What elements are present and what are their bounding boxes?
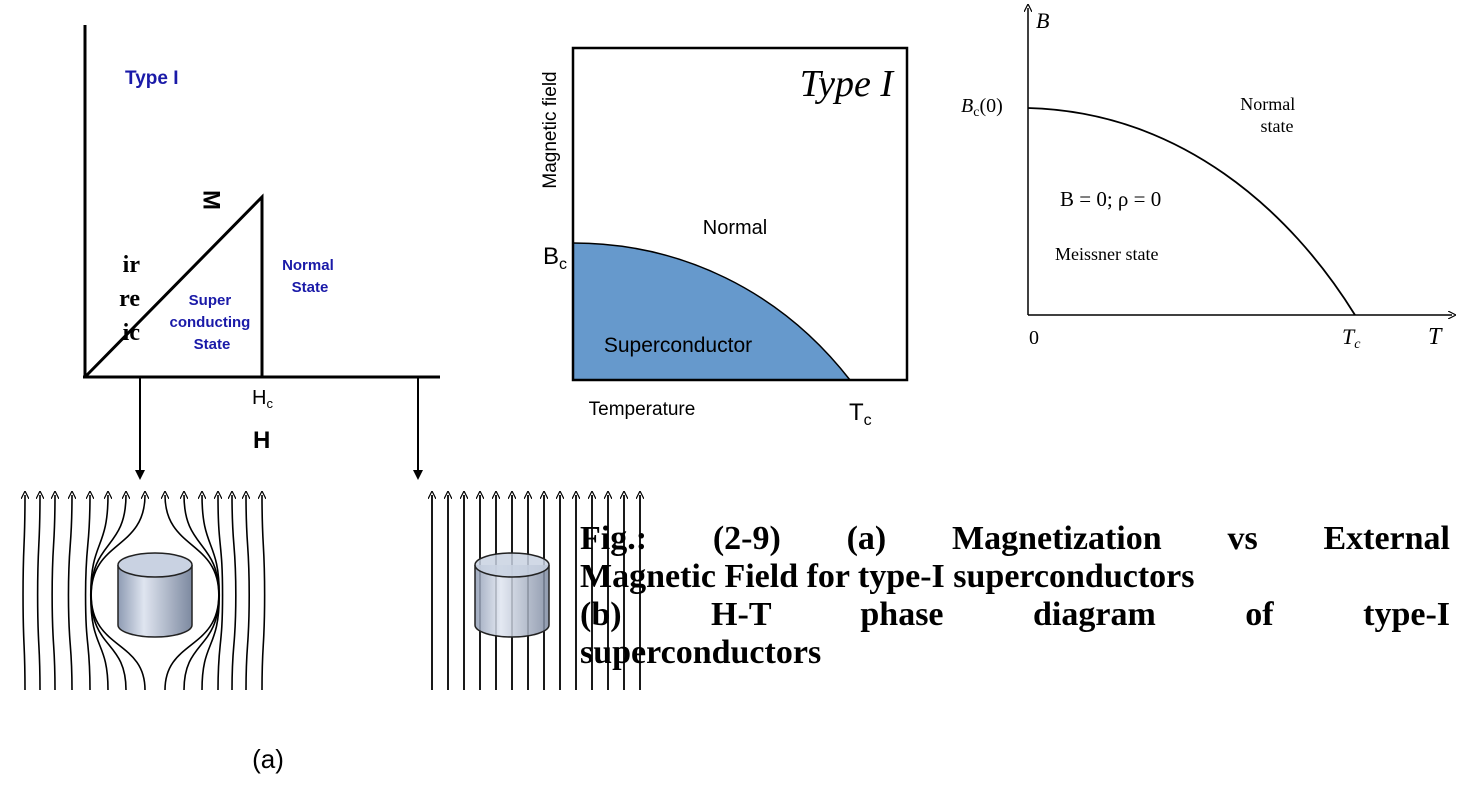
field-line xyxy=(89,495,108,691)
field-line xyxy=(218,495,224,691)
panel-b xyxy=(571,46,909,382)
x-axis-label: H xyxy=(253,427,270,454)
fragment: ir xyxy=(123,252,141,278)
field-line xyxy=(23,495,25,691)
suffix: (0) xyxy=(979,95,1002,117)
normal-state-label: Normal State xyxy=(282,257,338,296)
bc0-label: Bc(0) xyxy=(961,95,1003,120)
field-line xyxy=(84,495,90,691)
panel-label: (a) xyxy=(252,744,284,774)
cylinder-right xyxy=(474,552,550,638)
cylinder-left xyxy=(117,552,193,638)
base: T xyxy=(849,399,864,426)
base: T xyxy=(1342,324,1356,349)
subscript: c xyxy=(1354,337,1361,352)
label-line: state xyxy=(1261,116,1294,136)
subscript: c xyxy=(266,396,273,411)
x-axis-label: Temperature xyxy=(589,399,696,420)
field-line xyxy=(202,495,221,691)
field-line xyxy=(67,495,72,691)
label-line: conducting xyxy=(170,314,251,331)
label-line: Normal xyxy=(282,257,334,274)
superconducting-state-label: Super conducting State xyxy=(170,292,255,353)
field-line xyxy=(90,495,145,691)
panel-a-title: Type I xyxy=(125,68,179,89)
base: B xyxy=(961,95,973,117)
base: H xyxy=(252,387,266,409)
base: B xyxy=(543,243,559,270)
field-line xyxy=(262,495,265,691)
field-line xyxy=(38,495,40,691)
normal-label: Normal xyxy=(703,217,767,239)
normal-state-label: Normal state xyxy=(1240,94,1299,136)
y-axis-label: M xyxy=(198,190,225,210)
label-line: State xyxy=(194,336,231,353)
subscript: c xyxy=(864,412,872,429)
origin-label: 0 xyxy=(1029,327,1039,349)
x-axis-label: T xyxy=(1428,324,1443,350)
field-line xyxy=(246,495,251,691)
caption-line: Magnetic Field for type-I superconductor… xyxy=(580,558,1195,595)
tc-label: Tc xyxy=(849,399,872,429)
caption-line: superconductors xyxy=(580,634,822,671)
label-line: Normal xyxy=(1240,94,1295,114)
caption-line: (b) H-T phase diagram of type-I xyxy=(580,596,1450,633)
fragment: re xyxy=(119,286,140,312)
meissner-label: Meissner state xyxy=(1055,244,1158,264)
y-axis-label: Magnetic field xyxy=(540,71,561,188)
y-axis-label: B xyxy=(1036,8,1049,33)
subscript: c xyxy=(973,105,979,120)
tc-label: Tc xyxy=(1342,324,1361,352)
hc-label: Hc xyxy=(252,387,273,411)
field-line xyxy=(232,495,237,691)
superconductor-label: Superconductor xyxy=(604,334,752,357)
panel-b-title: Type I xyxy=(800,63,896,105)
label-line: State xyxy=(292,279,329,296)
panel-a xyxy=(83,25,440,480)
bc-label: Bc xyxy=(543,243,567,273)
caption-line: Fig.: (2-9) (a) Magnetization vs Externa… xyxy=(580,520,1450,557)
label-line: Super xyxy=(189,292,232,309)
field-lines-expelled xyxy=(23,495,265,691)
equation: B = 0; ρ = 0 xyxy=(1060,187,1161,211)
field-line xyxy=(52,495,55,691)
panel-c xyxy=(1028,8,1452,315)
subscript: c xyxy=(559,256,567,273)
